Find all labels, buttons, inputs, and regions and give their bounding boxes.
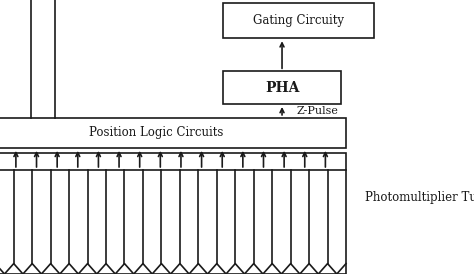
Text: Position Logic Circuits: Position Logic Circuits	[89, 126, 224, 139]
Bar	[0, 153, 346, 274]
Bar	[0, 118, 346, 148]
Text: Photomultiplier Tube: Photomultiplier Tube	[365, 191, 474, 204]
Text: Gating Circuity: Gating Circuity	[253, 14, 344, 27]
Bar	[223, 71, 341, 104]
Text: PHA: PHA	[265, 81, 299, 95]
Bar	[223, 3, 374, 38]
Text: Z-Pulse: Z-Pulse	[296, 106, 338, 116]
